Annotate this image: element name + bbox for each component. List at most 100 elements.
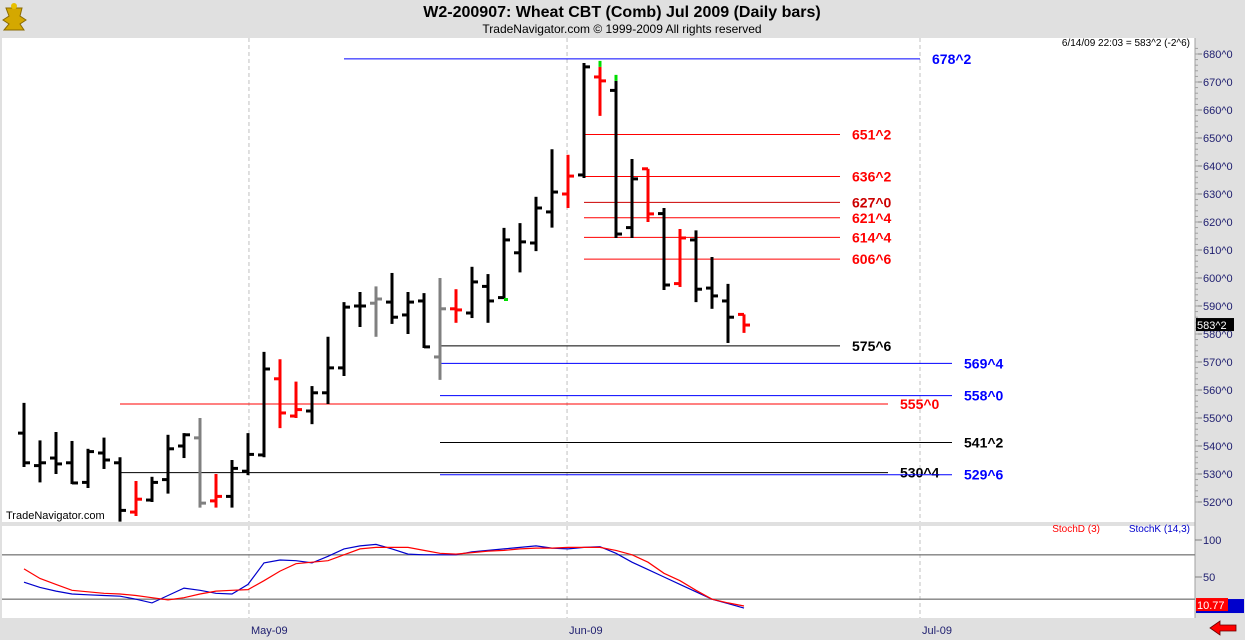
stoch-tick-label: 100 (1203, 535, 1221, 547)
logo (2, 3, 27, 31)
stoch-last-label: 10.77 (1197, 600, 1225, 612)
x-tick-label: Jun-09 (569, 625, 603, 637)
ohlc-bar (130, 481, 142, 516)
chart-title: W2-200907: Wheat CBT (Comb) Jul 2009 (Da… (423, 4, 820, 21)
ohlc-bar (162, 434, 174, 494)
ohlc-bar (466, 266, 478, 319)
y-tick-label: 580^0 (1203, 329, 1233, 341)
ohlc-bar (626, 159, 638, 238)
ohlc-bar (178, 433, 190, 459)
ohlc-bar (642, 167, 654, 222)
last-price-tag (1196, 318, 1234, 332)
ohlc-bar (434, 278, 446, 380)
y-tick-label: 670^0 (1203, 77, 1233, 89)
watermark: TradeNavigator.com (6, 510, 105, 522)
x-tick-label: Jul-09 (922, 625, 952, 637)
ohlc-bar (274, 359, 286, 429)
ohlc-bar (562, 154, 574, 208)
y-tick-label: 590^0 (1203, 301, 1233, 313)
y-tick-label: 610^0 (1203, 245, 1233, 257)
scroll-arrow-button[interactable] (1209, 620, 1237, 636)
stoch-d-tag (1196, 598, 1228, 612)
y-tick-label: 620^0 (1203, 217, 1233, 229)
y-tick-label: 550^0 (1203, 413, 1233, 425)
level-label: 530^4 (900, 465, 940, 481)
ohlc-bar (386, 272, 398, 324)
last-price-label: 583^2 (1197, 320, 1227, 332)
y-tick-label: 570^0 (1203, 357, 1233, 369)
level-label: 606^6 (852, 251, 892, 267)
ohlc-bar (242, 433, 254, 476)
level-label: 627^0 (852, 194, 892, 210)
level-label: 636^2 (852, 169, 892, 185)
ohlc-bar (114, 457, 126, 522)
ohlc-bar (722, 283, 734, 343)
y-tick-label: 660^0 (1203, 105, 1233, 117)
bar-marker (504, 298, 508, 301)
x-tick-label: May-09 (251, 625, 288, 637)
ohlc-bar (258, 351, 270, 458)
stoch-series-line (23, 546, 745, 607)
ohlc-bar (594, 60, 606, 116)
y-tick-label: 680^0 (1203, 49, 1233, 61)
level-label: 614^4 (852, 229, 892, 245)
ohlc-bar (354, 292, 366, 327)
ohlc-bar (418, 293, 430, 349)
ohlc-bar (690, 230, 702, 303)
level-label: 555^0 (900, 396, 940, 412)
level-label: 651^2 (852, 127, 892, 143)
ohlc-bar (514, 223, 526, 273)
y-tick-label: 540^0 (1203, 441, 1233, 453)
y-tick-label: 630^0 (1203, 189, 1233, 201)
ohlc-bar (290, 381, 302, 418)
level-label: 558^0 (964, 388, 1004, 404)
ohlc-bar (66, 440, 78, 485)
y-tick-label: 530^0 (1203, 469, 1233, 481)
ohlc-bar (194, 418, 206, 508)
ohlc-bar (482, 274, 494, 323)
status-readout: 6/14/09 22:03 = 583^2 (-2^6) (1062, 38, 1190, 49)
legend-stochk: StochK (14,3) (1129, 524, 1190, 535)
ohlc-bar (578, 62, 590, 179)
level-label: 569^4 (964, 355, 1004, 371)
ohlc-bar (322, 336, 334, 404)
ohlc-bar (658, 208, 670, 291)
ohlc-bar (210, 474, 222, 508)
ohlc-bar (338, 302, 350, 376)
ohlc-bar (226, 460, 238, 508)
stoch-series-line (23, 543, 745, 609)
ohlc-bar (370, 286, 382, 337)
stoch-tick-label: 50 (1203, 572, 1215, 584)
ohlc-bar (82, 448, 94, 488)
y-tick-label: 650^0 (1203, 133, 1233, 145)
bar-marker (598, 60, 602, 67)
ohlc-bar (738, 312, 750, 333)
ohlc-bar (498, 227, 510, 301)
ohlc-bar (402, 292, 414, 334)
y-tick-label: 560^0 (1203, 385, 1233, 397)
y-tick-label: 640^0 (1203, 161, 1233, 173)
bar-marker (614, 74, 618, 81)
ohlc-bar (450, 289, 462, 323)
ohlc-bar (530, 196, 542, 252)
level-label: 529^6 (964, 467, 1004, 483)
ohlc-bar (146, 476, 158, 502)
ohlc-bar (306, 386, 318, 425)
ohlc-bar (674, 229, 686, 287)
level-label: 575^6 (852, 338, 892, 354)
ohlc-bar (50, 432, 62, 474)
ohlc-bar (706, 257, 718, 309)
ohlc-bar (610, 74, 622, 238)
stoch-panel (2, 526, 1195, 618)
level-label: 541^2 (964, 435, 1004, 451)
ohlc-bar (546, 149, 558, 228)
level-label: 621^4 (852, 210, 892, 226)
ohlc-bar (98, 437, 110, 469)
ohlc-bar (18, 402, 30, 467)
chart-subtitle: TradeNavigator.com © 1999-2009 All right… (482, 22, 761, 36)
y-tick-label: 520^0 (1203, 497, 1233, 509)
ohlc-bar (34, 440, 46, 483)
level-label: 678^2 (932, 51, 972, 67)
y-tick-label: 600^0 (1203, 273, 1233, 285)
